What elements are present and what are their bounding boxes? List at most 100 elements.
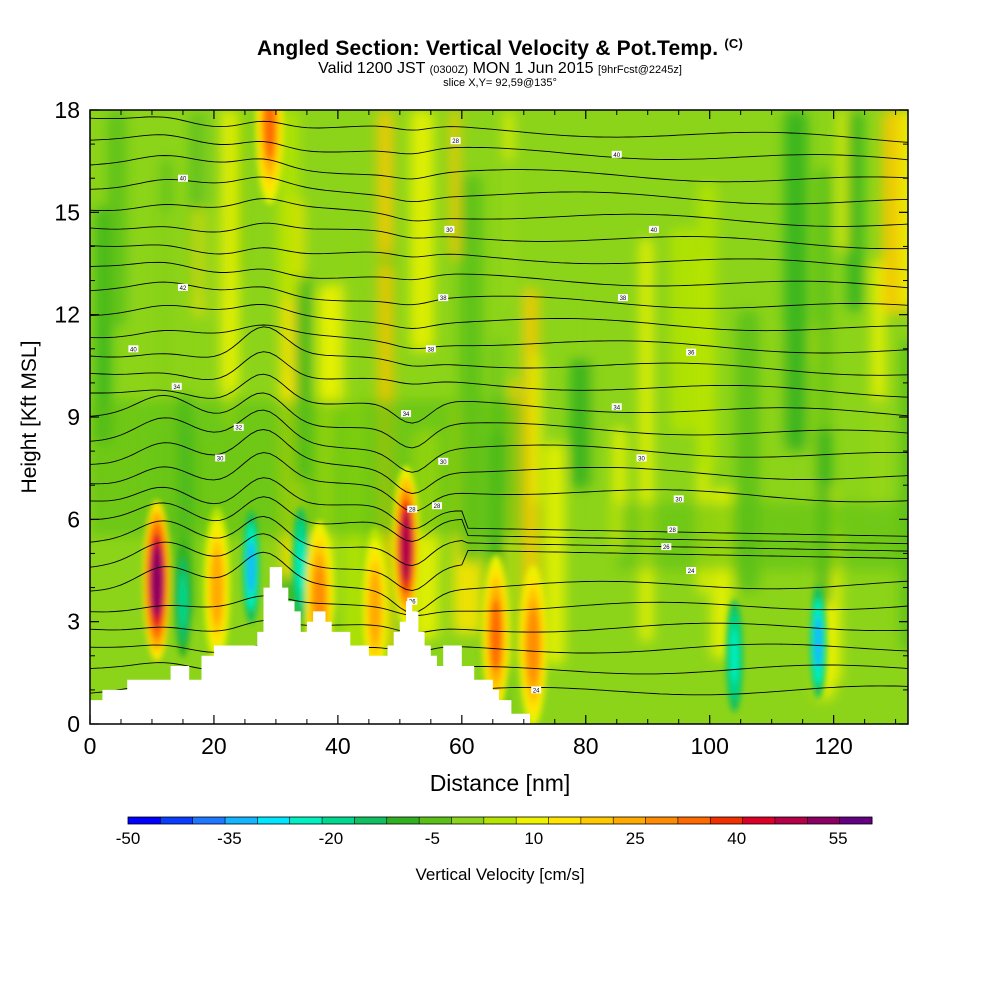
velocity-streak: [846, 110, 864, 312]
potential-temperature-contour: [90, 620, 908, 634]
colorbar-swatch: [710, 817, 744, 824]
x-tick-label: 60: [449, 733, 475, 759]
contour-label-bg: [171, 382, 182, 390]
contour-label-bg: [450, 137, 461, 145]
potential-temperature-contour: [90, 222, 908, 250]
colorbar-swatch: [128, 817, 161, 824]
contour-label: 28: [409, 508, 416, 514]
valid-utc: (0300Z): [429, 64, 469, 76]
colorbar-swatch: [613, 817, 647, 824]
potential-temperature-contour: [90, 244, 908, 271]
terrain-mask: [90, 567, 530, 724]
updraft-core: [211, 551, 223, 624]
potential-temperature-contour: [90, 116, 908, 143]
colorbar-tick-label: 10: [524, 829, 543, 848]
colorbar-swatch: [289, 817, 323, 824]
downdraft-core: [179, 574, 187, 629]
terrain: [90, 567, 530, 724]
potential-temperature-contour: [90, 304, 908, 332]
contour-label: 40: [613, 153, 620, 159]
colorbar-swatch: [354, 817, 388, 824]
contour-label-bg: [673, 495, 684, 503]
velocity-streak: [224, 297, 233, 427]
contour-label: 36: [688, 351, 695, 357]
contour-label: 40: [651, 228, 658, 234]
contour-label: 32: [235, 426, 242, 432]
contour-label: 40: [130, 347, 137, 353]
potential-temperature-contour: [90, 533, 908, 591]
contour-label: 34: [173, 385, 180, 391]
contour-label: 38: [620, 296, 627, 302]
contour-label: 40: [180, 177, 187, 183]
colorbar-swatch: [548, 817, 582, 824]
y-tick-label: 0: [67, 711, 80, 737]
velocity-streak: [107, 110, 127, 328]
colorbar-tick-label: -5: [425, 829, 440, 848]
colorbar-swatch: [225, 817, 258, 824]
forecast-label: [9hrFcst@2245z]: [597, 64, 682, 76]
velocity-streak: [669, 228, 699, 434]
colorbar-swatch: [451, 817, 485, 824]
y-tick-label: 6: [67, 506, 80, 532]
colorbar-swatch: [322, 817, 355, 824]
chart-title-unit: (C): [724, 36, 744, 51]
downdraft-core: [247, 540, 255, 595]
contour-label: 26: [409, 600, 416, 606]
potential-temperature-contour: [90, 155, 908, 183]
potential-temperature-contour: [90, 515, 908, 567]
x-tick-label: 80: [573, 733, 599, 759]
contour-label-bg: [636, 454, 647, 462]
colorbar-swatch: [580, 817, 614, 824]
contour-label: 30: [638, 456, 645, 462]
contour-label: 24: [688, 569, 695, 575]
y-axis-label: Height [Kft MSL]: [18, 341, 41, 494]
potential-temperature-contour: [90, 551, 908, 614]
colorbar-swatch: [257, 817, 291, 824]
contour-label-bg: [648, 225, 659, 233]
downdraft-core: [297, 536, 305, 591]
contour-label-bg: [128, 345, 139, 353]
chart-title: Angled Section: Vertical Velocity & Pot.…: [0, 36, 1000, 61]
velocity-band: [616, 502, 908, 571]
contour-label: 30: [446, 228, 453, 234]
contour-label: 30: [675, 497, 682, 503]
colorbar-frame: [127, 816, 873, 825]
contour-label-bg: [177, 283, 188, 291]
updraft-core: [264, 110, 276, 160]
potential-temperature-contour: [90, 477, 908, 537]
chart-subtitle: Valid 1200 JST (0300Z) MON 1 Jun 2015 [9…: [0, 60, 1000, 78]
x-tick-label: 20: [201, 733, 227, 759]
valid-date: MON 1 Jun 2015: [472, 60, 594, 77]
velocity-streak: [498, 157, 526, 401]
contour-label-bg: [531, 686, 542, 694]
contour-label-bg: [407, 597, 418, 605]
velocity-streak: [569, 358, 592, 490]
contour-label: 38: [440, 296, 447, 302]
contour-label: 30: [440, 460, 447, 466]
contour-label-bg: [611, 403, 622, 411]
x-axis-label: Distance [nm]: [430, 770, 571, 796]
colorbar-swatch: [807, 817, 841, 824]
contour-label: 28: [434, 504, 441, 510]
updraft-core: [490, 599, 502, 672]
contour-label: 24: [533, 688, 540, 694]
y-tick-label: 12: [54, 302, 80, 328]
valid-prefix: Valid 1200 JST: [318, 60, 426, 77]
contour-label-bg: [425, 345, 436, 353]
contour-label: 38: [427, 347, 434, 353]
colorbar-tick-label: 25: [626, 829, 645, 848]
x-tick-label: 40: [325, 733, 351, 759]
colorbar-swatch: [419, 817, 452, 824]
chart-title-main: Angled Section: Vertical Velocity & Pot.…: [256, 37, 719, 60]
y-tick-label: 15: [54, 199, 80, 225]
contour-label-bg: [215, 454, 226, 462]
colorbar-swatch: [483, 817, 517, 824]
contour-label-bg: [444, 225, 455, 233]
downdraft-core: [814, 615, 822, 670]
potential-temperature-contour: [90, 452, 908, 512]
downdraft-core: [730, 628, 739, 683]
velocity-cores: [142, 110, 827, 724]
updraft-core: [151, 544, 163, 617]
